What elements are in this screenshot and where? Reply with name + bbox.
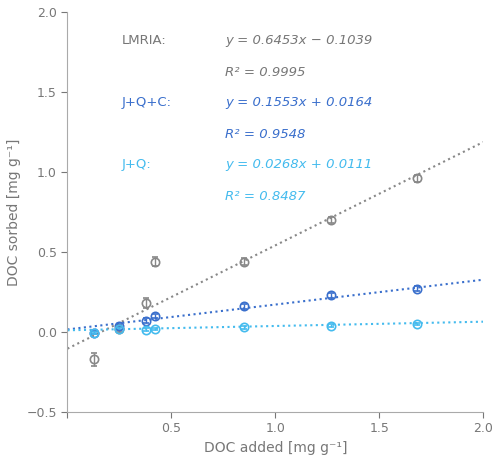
Text: R² = 0.9995: R² = 0.9995 bbox=[226, 66, 306, 79]
Text: y = 0.1553x + 0.0164: y = 0.1553x + 0.0164 bbox=[226, 96, 372, 109]
X-axis label: DOC added [mg g⁻¹]: DOC added [mg g⁻¹] bbox=[204, 441, 347, 455]
Text: R² = 0.9548: R² = 0.9548 bbox=[226, 128, 306, 141]
Text: J+Q:: J+Q: bbox=[122, 158, 151, 171]
Text: y = 0.6453x − 0.1039: y = 0.6453x − 0.1039 bbox=[226, 34, 372, 47]
Text: R² = 0.8487: R² = 0.8487 bbox=[226, 190, 306, 203]
Text: y = 0.0268x + 0.0111: y = 0.0268x + 0.0111 bbox=[226, 158, 372, 171]
Text: LMRIA:: LMRIA: bbox=[122, 34, 166, 47]
Y-axis label: DOC sorbed [mg g⁻¹]: DOC sorbed [mg g⁻¹] bbox=[7, 138, 21, 286]
Text: J+Q+C:: J+Q+C: bbox=[122, 96, 172, 109]
